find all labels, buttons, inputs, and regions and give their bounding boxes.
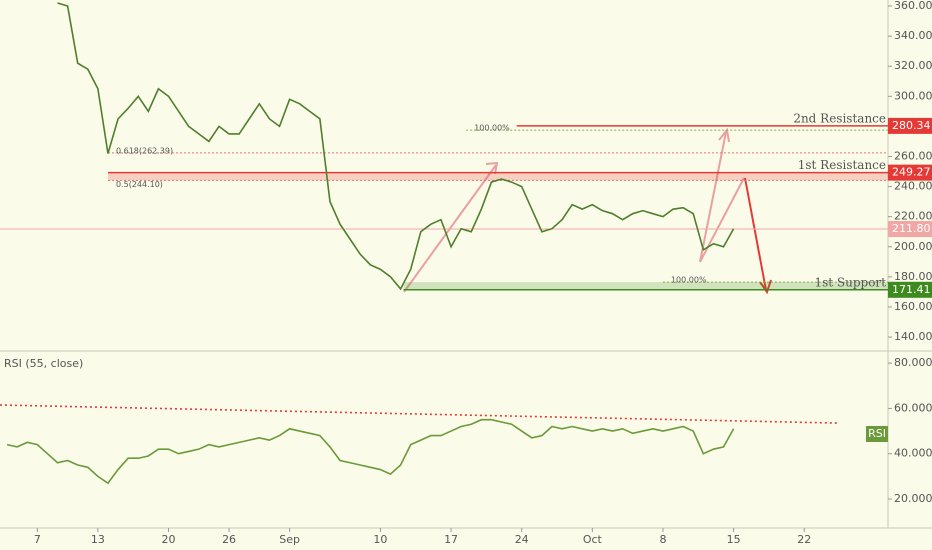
y-tick-label: 20.0000 [894,492,932,505]
x-tick-label: 20 [162,533,176,546]
x-tick-label: 15 [727,533,741,546]
fib-label: 0.618(262.39) [116,146,173,155]
y-tick-label: 260.00 [894,149,932,162]
x-tick-label: Sep [279,533,300,546]
y-tick-label: 40.0000 [894,447,932,460]
arrow [403,164,497,293]
x-tick-label: 22 [797,533,811,546]
series-line [57,2,735,291]
x-tick-label: 8 [659,533,666,546]
price-tag [888,281,932,298]
price-tag-label: 249.27 [892,166,931,179]
series-line [6,418,735,485]
y-tick-label: 140.00 [894,330,932,343]
fib-label: 0.5(244.10) [116,180,163,189]
projection-arrows [403,127,772,295]
arrow [744,177,767,291]
level-label: 1st Support [814,275,886,289]
y-tick-label: 160.00 [894,300,932,313]
pane-title: RSI (55, close) [4,357,83,370]
price-tag [888,117,932,134]
arrow [699,177,745,263]
price-tag-label: 171.41 [892,283,931,296]
level-label: 1st Resistance [798,158,886,172]
y-tick-label: 320.00 [894,59,932,72]
fib-label: 100.00% [474,124,510,133]
arrow-head [485,161,499,175]
y-tick-label: 80.0000 [894,356,932,369]
price-tag [888,164,932,181]
y-tick-label: 360.00 [894,0,932,12]
legend-tag [866,426,888,442]
fib-label: 100.00% [671,276,707,285]
x-tick-label: Oct [583,533,603,546]
x-tick-label: 24 [515,533,529,546]
x-tick-label: 13 [91,533,105,546]
price-tag-label: 211.80 [892,222,931,235]
trendline [0,404,840,424]
x-tick-label: 10 [373,533,387,546]
legend-label: RSI [868,427,886,440]
y-tick-label: 340.00 [894,29,932,42]
x-tick-label: 26 [222,533,236,546]
x-tick-label: 7 [34,533,41,546]
y-tick-label: 200.00 [894,240,932,253]
x-tick-label: 17 [444,533,458,546]
y-tick-label: 60.0000 [894,401,932,414]
level-band [403,282,888,290]
y-tick-label: 220.00 [894,210,932,223]
price-tag-label: 280.34 [892,119,931,132]
arrow [699,131,727,263]
y-tick-label: 180.00 [894,270,932,283]
arrow-head [759,279,772,295]
price-tag [888,221,932,238]
y-tick-label: 240.00 [894,180,932,193]
level-label: 2nd Resistance [793,111,886,125]
level-band [107,172,889,181]
y-tick-label: 300.00 [894,89,932,102]
